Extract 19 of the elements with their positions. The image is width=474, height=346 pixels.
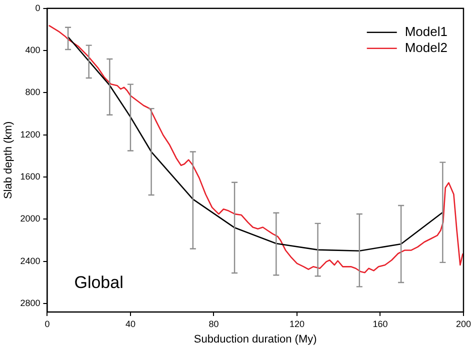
annotation: Global	[74, 273, 124, 292]
x-tick-label: 160	[372, 318, 388, 329]
y-axis-title: Slab depth (km)	[2, 121, 15, 200]
x-tick-label: 80	[208, 318, 219, 329]
y-tick-label: 1600	[20, 172, 40, 182]
x-tick-label: 40	[125, 318, 136, 329]
y-tick-label: 400	[25, 45, 40, 56]
x-tick-label: 200	[456, 318, 472, 329]
x-tick-label: 120	[289, 318, 304, 329]
y-tick-label: 2400	[20, 256, 40, 266]
y-tick-label: 1200	[20, 129, 40, 140]
y-tick-label: 2800	[20, 298, 40, 308]
x-tick-label: 0	[44, 318, 50, 329]
legend-label: Model1	[404, 24, 448, 39]
legend-label: Model2	[404, 40, 448, 55]
y-tick-label: 2000	[20, 214, 40, 224]
x-axis-title: Subduction duration (My)	[194, 333, 317, 346]
y-tick-label: 0	[35, 2, 40, 13]
y-tick-label: 800	[25, 87, 40, 98]
